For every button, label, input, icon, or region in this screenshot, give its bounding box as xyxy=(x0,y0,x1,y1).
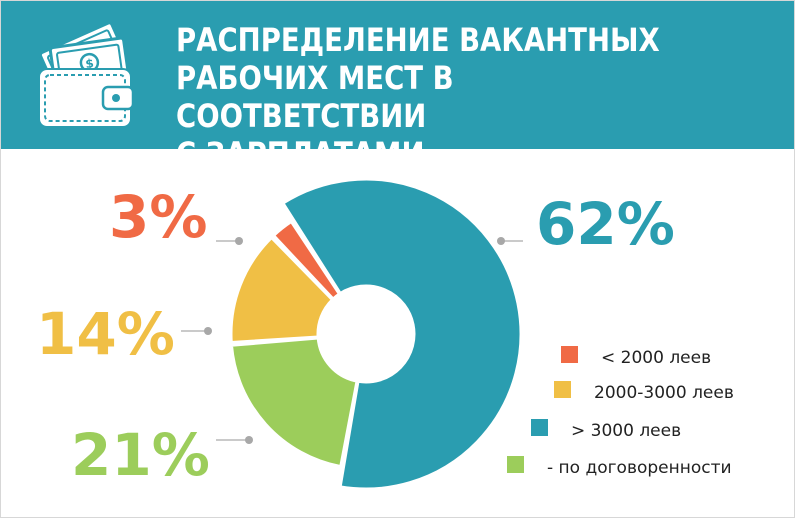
wallet-with-money-icon: $ $ xyxy=(38,21,135,128)
leader-dot xyxy=(204,327,212,335)
legend-label: < 2000 леев xyxy=(601,348,711,368)
legend-label: 2000-3000 леев xyxy=(594,383,734,403)
leader-dot xyxy=(497,237,505,245)
svg-text:$: $ xyxy=(84,56,94,71)
pie-slice xyxy=(229,235,335,345)
legend-swatch xyxy=(554,381,571,398)
slice-percent-label: 14% xyxy=(36,300,175,368)
pie-slice xyxy=(229,336,359,469)
donut-chart: 3% 14% 62% 21% < 2000 леев 2000-3000 леев > 30… xyxy=(36,177,734,491)
legend-swatch xyxy=(507,456,524,473)
slice-percent-label: 3% xyxy=(109,183,207,251)
slice-percent-label: 62% xyxy=(536,190,675,258)
leader-dot xyxy=(235,237,243,245)
legend-label: > 3000 леев xyxy=(571,421,681,441)
legend-swatch xyxy=(531,419,548,436)
slice-percent-label: 21% xyxy=(71,421,210,489)
header-banner: $ $ РАСПРЕДЕЛЕНИЕ ВАКАНТНЫХ РАБОЧИХ МЕСТ… xyxy=(1,1,794,173)
pie-slice xyxy=(280,177,523,491)
legend-label: - по договоренности xyxy=(547,458,732,478)
legend-swatch xyxy=(561,346,578,363)
infographic-title: РАСПРЕДЕЛЕНИЕ ВАКАНТНЫХ РАБОЧИХ МЕСТ В С… xyxy=(176,21,660,173)
leader-dot xyxy=(245,436,253,444)
